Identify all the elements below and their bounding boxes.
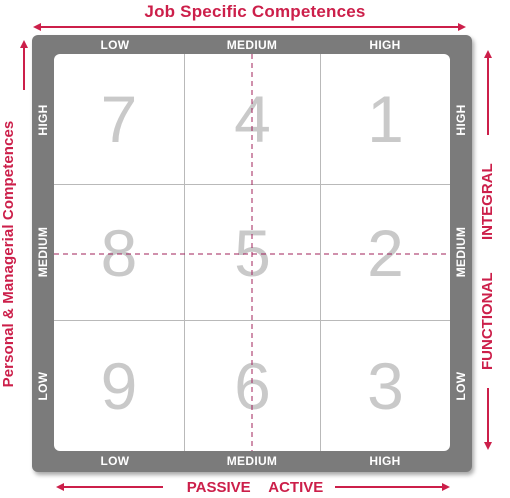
grid-hline-2 xyxy=(54,320,450,321)
top-title: Job Specific Competences xyxy=(144,2,366,21)
top-axis-low: LOW xyxy=(100,38,130,52)
center-guides xyxy=(54,54,450,451)
right-top-arrow-head xyxy=(484,50,492,58)
top-arrow-left-head xyxy=(33,23,41,31)
top-arrow-right-head xyxy=(458,23,466,31)
left-axis-medium: MEDIUM xyxy=(36,226,50,278)
grid-vline-1 xyxy=(184,54,185,451)
bottom-right-arrow-head xyxy=(442,483,450,491)
bottom-axis-medium: MEDIUM xyxy=(226,454,278,468)
bottom-left-arrow-head xyxy=(56,483,64,491)
bottom-axis-low: LOW xyxy=(100,454,130,468)
cell-3: 3 xyxy=(367,349,404,423)
grid-vline-2 xyxy=(320,54,321,451)
right-axis-medium: MEDIUM xyxy=(454,226,468,278)
cell-1: 1 xyxy=(367,82,404,156)
right-bottom-arrow-head xyxy=(484,442,492,450)
matrix-grid: 7 4 1 8 5 2 9 6 3 xyxy=(54,54,450,451)
cell-7: 7 xyxy=(100,82,138,156)
right-axis-low: LOW xyxy=(454,371,468,401)
cell-8: 8 xyxy=(100,215,138,290)
right-axis-high: HIGH xyxy=(454,104,468,136)
bottom-axis-high: HIGH xyxy=(369,454,401,468)
bottom-title: PASSIVE ACTIVE xyxy=(186,479,324,496)
cell-2: 2 xyxy=(367,215,404,290)
cell-9: 9 xyxy=(100,349,138,423)
top-axis-medium: MEDIUM xyxy=(226,38,278,52)
top-axis-high: HIGH xyxy=(369,38,401,52)
left-axis-high: HIGH xyxy=(36,104,50,136)
left-axis-low: LOW xyxy=(36,371,50,401)
left-arrow-top-head xyxy=(20,40,28,48)
